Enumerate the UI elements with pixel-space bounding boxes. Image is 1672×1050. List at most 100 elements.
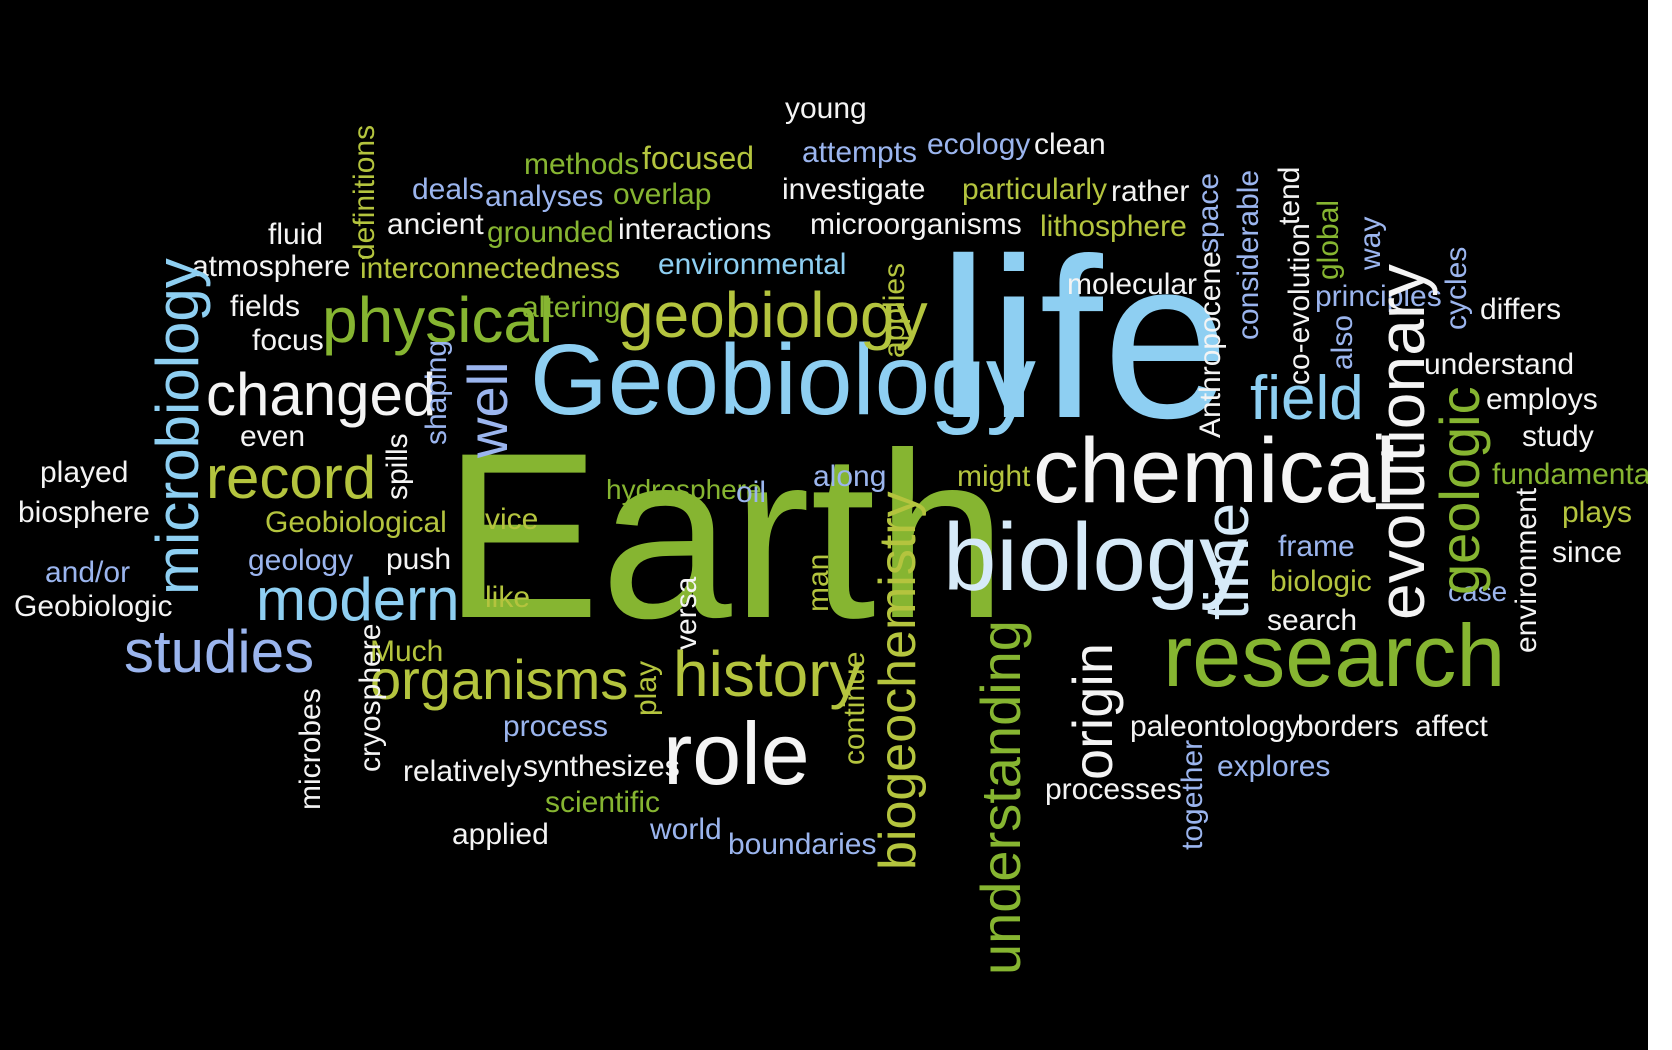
word-hydrosphere: hydrosphere [606,474,762,505]
word-particularly: particularly [962,173,1108,206]
word-applied: applied [452,818,549,851]
word-plays: plays [1562,496,1633,529]
word-molecular: molecular [1067,268,1198,301]
word-considerable: considerable [1232,169,1265,340]
word-space: space [1192,172,1225,253]
word-process: process [503,710,609,743]
word-chemical: chemical [1033,420,1397,522]
word-origin: origin [1061,643,1124,780]
word-focused: focused [642,140,755,176]
word-relatively: relatively [403,755,522,788]
word-interconnectedness: interconnectedness [360,252,621,285]
right-margin [1648,0,1672,1050]
word-even: even [240,420,306,453]
word-organisms: organisms [370,648,629,711]
word-anthropocene: Anthropocene [1194,251,1227,438]
word-interactions: interactions [618,213,772,246]
word-employs: employs [1486,383,1598,416]
word-well: well [456,361,519,458]
word-biogeochemistry: biogeochemistry [869,491,927,870]
word-understanding: understanding [969,620,1032,975]
word-geobiologic: Geobiologic [14,590,173,623]
word-atmosphere: atmosphere [192,250,351,283]
word-fields: fields [230,290,301,323]
word-applies: applies [878,262,911,358]
word-clean: clean [1034,128,1106,161]
word-global: global [1312,199,1345,280]
word-way: way [1354,216,1387,270]
word-co-evolution: co-evolution [1283,223,1316,385]
word-case: case [1448,576,1508,607]
word-world: world [650,813,722,846]
word-methods: methods [524,148,640,181]
word-earth: Earth [443,404,1008,668]
word-modern: modern [256,566,460,633]
word-fluid: fluid [268,218,324,251]
word-played: played [40,456,129,489]
word-frame: frame [1278,530,1355,563]
word-altering: altering [522,291,621,324]
word-evolutionary: evolutionary [1364,264,1438,620]
word-boundaries: boundaries [728,828,877,861]
word-affect: affect [1415,710,1488,743]
word-processes: processes [1045,773,1182,806]
word-microorganisms: microorganisms [810,208,1022,241]
word-focus: focus [252,324,324,357]
word-and-or: and/or [45,556,131,589]
word-deals: deals [412,173,484,206]
word-time: time [1193,502,1262,620]
word-definitions: definitions [348,124,381,260]
word-biosphere: biosphere [18,496,150,529]
word-changed: changed [206,361,437,428]
word-environmental: environmental [658,248,847,281]
word-continue: continue [838,651,871,765]
word-young: young [785,92,867,125]
word-biologic: biologic [1270,565,1372,598]
word-geobiology: Geobiology [530,324,1036,436]
word-attempts: attempts [802,136,918,169]
word-studies: studies [124,618,315,685]
word-geobiology-lower: geobiology [618,279,928,351]
word-shaping: shaping [420,339,453,445]
word-much: Much [370,635,444,668]
word-overlap: overlap [613,178,712,211]
word-ecology: ecology [927,128,1031,161]
word-environment: environment [1510,487,1543,653]
word-scientific: scientific [545,786,661,819]
word-cycles: cycles [1440,246,1473,330]
word-spills: spills [381,433,414,500]
word-understand: understand [1424,348,1575,381]
word-grounded: grounded [487,216,614,249]
word-search: search [1267,604,1358,637]
word-biology: biology [943,504,1248,611]
word-paleontology: paleontology [1130,710,1301,743]
word-ancient: ancient [387,208,484,241]
word-cryosphere: cryosphere [354,623,387,772]
word-geologic: geologic [1428,386,1491,595]
word-fundamental: fundamental [1492,458,1658,491]
word-field: field [1250,364,1364,433]
word-oil: oil [736,476,767,509]
word-man: man [802,553,835,612]
word-analyses: analyses [485,180,604,213]
word-geology: geology [248,544,354,577]
word-role: role [663,704,810,803]
word-differs: differs [1480,293,1562,326]
word-research: research [1163,606,1506,705]
word-study: study [1522,420,1594,453]
word-might: might [957,460,1031,493]
word-play: play [630,660,663,716]
word-like: like [485,581,531,614]
word-record: record [206,444,377,511]
word-microbiology: microbiology [144,258,211,595]
word-vice: vice [485,503,539,536]
word-investigate: investigate [782,173,926,206]
word-history: history [673,638,862,710]
word-microbes: microbes [294,688,327,810]
word-physical: physical [322,284,554,356]
word-borders: borders [1297,710,1399,743]
word-explores: explores [1217,750,1331,783]
word-push: push [386,543,452,576]
word-together: together [1176,739,1209,850]
